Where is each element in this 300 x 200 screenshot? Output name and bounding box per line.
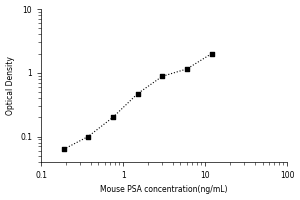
Y-axis label: Optical Density: Optical Density: [6, 56, 15, 115]
Point: [61, 148, 66, 151]
Point: [160, 75, 165, 78]
X-axis label: Mouse PSA concentration(ng/mL): Mouse PSA concentration(ng/mL): [100, 185, 228, 194]
Point: [110, 116, 115, 119]
Point: [209, 52, 214, 55]
Point: [86, 135, 91, 138]
Point: [135, 92, 140, 95]
Point: [184, 67, 189, 71]
